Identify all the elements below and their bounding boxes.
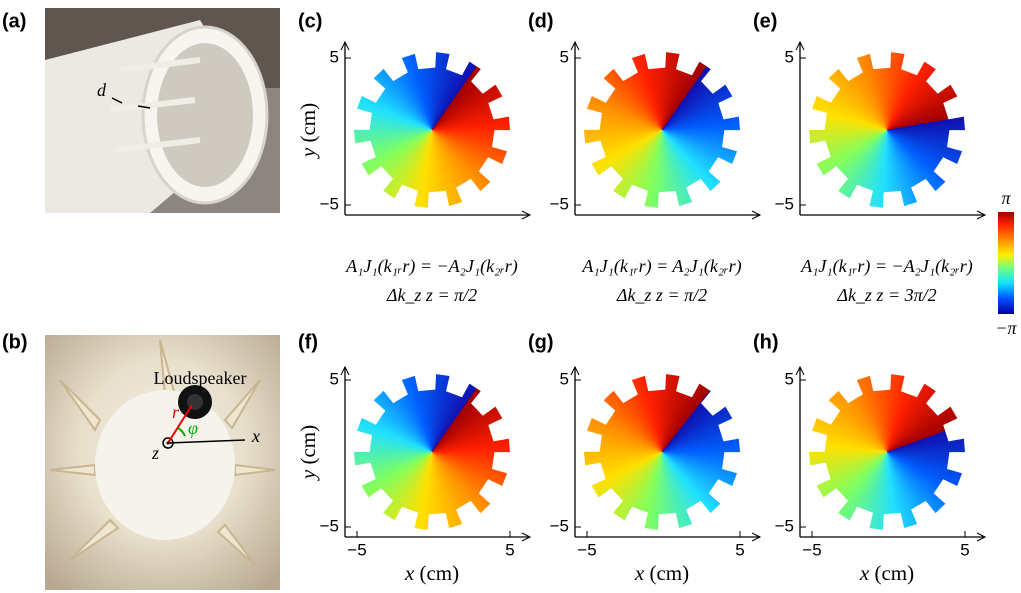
tick-label: 5 — [505, 540, 514, 559]
tick-label: −5 — [775, 516, 794, 535]
colorbar — [998, 212, 1014, 314]
photo-annotation: z — [151, 443, 159, 463]
panel-label: (e) — [753, 10, 777, 32]
photo-annotation: Loudspeaker — [154, 368, 247, 388]
tick-label: 5 — [960, 540, 969, 559]
panel-label: (b) — [2, 331, 28, 353]
tick-label: 5 — [785, 47, 794, 66]
tick-label: −5 — [550, 516, 569, 535]
panel-label: (h) — [753, 331, 779, 353]
photo-a: d — [45, 8, 280, 213]
axis-label: y (cm) — [296, 425, 320, 481]
axis-label: y (cm) — [296, 103, 320, 159]
tick-label: 5 — [330, 369, 339, 388]
panel-label: (g) — [528, 331, 554, 353]
tick-label: −5 — [320, 516, 339, 535]
colorbar-label: −π — [995, 318, 1017, 338]
photo-annotation: r — [172, 402, 180, 422]
panel-label: (d) — [528, 10, 554, 32]
equation: Δk_z z = π/2 — [386, 285, 477, 305]
equation: Δk_z z = π/2 — [616, 285, 707, 305]
tick-label: 5 — [560, 369, 569, 388]
photo-annotation: x — [251, 426, 260, 446]
tick-label: −5 — [577, 540, 596, 559]
photo-b: Loudspeaker r φ z x — [45, 335, 280, 590]
axis-label: x (cm) — [859, 561, 914, 585]
tick-label: −5 — [320, 194, 339, 213]
panel-label: (f) — [298, 331, 318, 353]
equation: Δk_z z = 3π/2 — [836, 285, 936, 305]
tick-label: −5 — [775, 194, 794, 213]
photo-annotation: d — [97, 80, 107, 100]
tick-label: −5 — [347, 540, 366, 559]
equation: A₁J₁(k₁ᵣr) = A₂J₁(k₂ᵣr) — [581, 256, 741, 277]
figure: d (a) Loudspeaker r φ z x (b) π −π (c) 5 −… — [0, 0, 1021, 593]
panel-label: (c) — [298, 10, 322, 32]
axis-label: x (cm) — [634, 561, 689, 585]
tick-label: 5 — [560, 47, 569, 66]
colorbar-label: π — [1001, 188, 1011, 208]
axis-label: x (cm) — [404, 561, 459, 585]
tick-label: −5 — [802, 540, 821, 559]
equation: A₁J₁(k₁ᵣr) = −A₂J₁(k₂ᵣr) — [345, 256, 518, 277]
tick-label: −5 — [550, 194, 569, 213]
equation: A₁J₁(k₁ᵣr) = −A₂J₁(k₂ᵣr) — [800, 256, 973, 277]
tick-label: 5 — [330, 47, 339, 66]
tick-label: 5 — [785, 369, 794, 388]
tick-label: 5 — [735, 540, 744, 559]
photo-annotation: φ — [188, 418, 198, 438]
panel-label: (a) — [2, 10, 26, 32]
